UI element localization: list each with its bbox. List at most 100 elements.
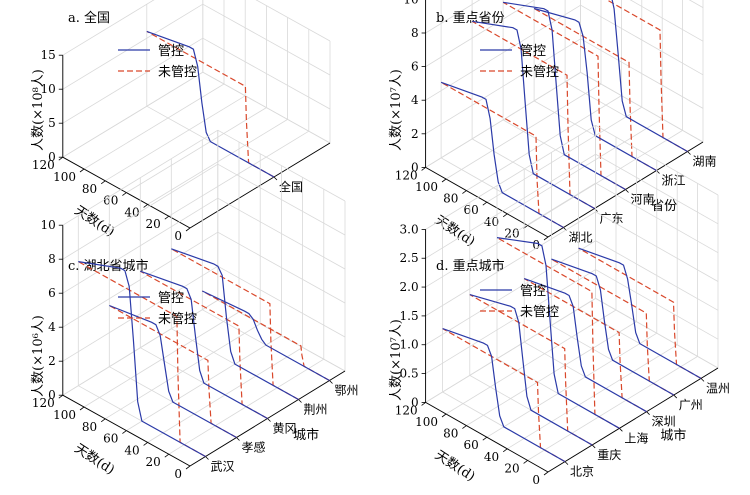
time-tick-label: 60 <box>103 194 118 208</box>
wall-gridline <box>62 0 155 56</box>
category-tick-label: 广东 <box>600 212 624 226</box>
chart-title: a. 全国 <box>68 10 110 26</box>
controlled-series-孝感 <box>109 304 237 439</box>
legend-label-controlled: 管控 <box>520 284 546 299</box>
z-tick-label: 4 <box>48 320 56 334</box>
floor-gridline <box>104 95 246 182</box>
legend-label-uncontrolled: 未管控 <box>158 65 197 80</box>
legend-label-controlled: 管控 <box>158 44 184 59</box>
wall-gridline <box>425 182 596 288</box>
time-tick-mark <box>164 215 170 220</box>
time-tick-label: 120 <box>395 403 418 417</box>
time-tick-mark <box>421 402 426 406</box>
wall-gridline <box>62 3 204 90</box>
time-tick-mark <box>185 227 191 232</box>
z-tick-label: 0 <box>411 395 419 409</box>
time-tick-label: 80 <box>443 192 458 206</box>
z-tick-label: 1.0 <box>400 338 419 352</box>
z-axis-title: 人数(×10⁷人) <box>389 319 404 401</box>
time-tick-label: 80 <box>443 427 458 441</box>
category-tick-label: 孝感 <box>242 440 266 455</box>
series <box>442 237 702 463</box>
time-tick-label: 20 <box>504 226 519 240</box>
legend-label-uncontrolled: 未管控 <box>520 305 559 320</box>
floor-gridline <box>486 332 658 438</box>
floor-gridline <box>83 83 225 170</box>
category-tick-label: 全国 <box>279 179 303 194</box>
z-tick-label: 3.0 <box>400 222 419 236</box>
time-tick-label: 20 <box>146 455 161 469</box>
floor-gridline <box>527 356 698 461</box>
category-tick-label: 湖北 <box>569 230 593 245</box>
controlled-series-全国 <box>146 30 275 178</box>
time-tick-mark <box>100 418 106 423</box>
time-tick-mark <box>58 156 64 161</box>
legend-label-controlled: 管控 <box>158 291 184 306</box>
time-tick-label: 80 <box>82 420 97 434</box>
chart-panel-1: 020406080100120051015全国天数(d)人数(×10⁸人)a. … <box>31 0 331 243</box>
category-tick-mark <box>591 444 596 449</box>
chart-panel-3: 0204060801001200246810武汉孝感黄冈荆州鄂州天数(d)城市人… <box>31 129 359 481</box>
uncontrolled-series-河南 <box>502 1 626 191</box>
time-tick-label: 60 <box>103 432 118 446</box>
time-tick-label: 100 <box>415 415 438 429</box>
floor-gridline <box>506 344 678 450</box>
category-tick-label: 广州 <box>679 398 703 412</box>
category-tick-label: 重庆 <box>597 448 621 462</box>
time-tick-label: 20 <box>146 217 161 231</box>
category-tick-mark <box>205 456 209 460</box>
category-tick-mark <box>273 176 278 181</box>
time-tick-label: 120 <box>32 158 55 172</box>
category-tick-mark <box>700 378 705 382</box>
z-tick-label: 1.5 <box>400 309 419 323</box>
z-tick-label: 2 <box>411 127 419 141</box>
category-tick-label: 温州 <box>706 381 730 395</box>
time-tick-mark <box>543 471 549 476</box>
controlled-series-广东 <box>472 20 595 210</box>
z-axis-title: 人数(×10⁸人) <box>31 69 46 151</box>
time-tick-label: 100 <box>53 170 76 184</box>
time-tick-mark <box>79 168 85 173</box>
z-tick-label: 6 <box>411 60 419 74</box>
time-tick-mark <box>502 448 508 453</box>
wall-gridline <box>62 71 204 158</box>
wall-gridline <box>425 153 596 259</box>
chart-title: b. 重点省份 <box>436 10 505 26</box>
z-axis-title: 人数(×10⁶人) <box>31 315 46 397</box>
time-tick-label: 80 <box>82 182 97 196</box>
time-tick-label: 40 <box>124 205 139 219</box>
floor-gridline <box>126 107 267 193</box>
controlled-series-深圳 <box>523 278 647 413</box>
controlled-series-河南 <box>503 1 626 191</box>
wall-gridline <box>425 269 596 374</box>
wall-gridline <box>62 37 204 124</box>
time-tick-mark <box>100 180 106 185</box>
y-axis-title: 城市 <box>660 428 686 444</box>
time-tick-mark <box>143 442 148 446</box>
legend-label-uncontrolled: 未管控 <box>520 65 559 80</box>
time-tick-mark <box>441 413 447 418</box>
wall-gridline <box>425 240 596 346</box>
category-tick-label: 武汉 <box>211 460 235 474</box>
floor-gridline <box>466 321 637 426</box>
time-tick-mark <box>482 436 488 441</box>
time-tick-label: 60 <box>464 203 479 217</box>
controlled-series-荆州 <box>171 248 299 401</box>
category-tick-label: 深圳 <box>652 415 676 429</box>
z-tick-label: 5 <box>48 116 56 130</box>
wall-gridline <box>425 125 596 230</box>
time-tick-mark <box>462 190 467 194</box>
floor-gridline <box>445 309 617 415</box>
legend-label-uncontrolled: 未管控 <box>158 312 197 327</box>
category-tick-label: 荆州 <box>304 403 328 417</box>
category-tick-mark <box>564 461 569 465</box>
time-tick-mark <box>58 394 64 399</box>
z-tick-label: 2.0 <box>400 280 419 294</box>
z-tick-label: 2 <box>48 354 56 368</box>
x-axis-title: 天数(d) <box>72 441 117 478</box>
x-axis-title: 天数(d) <box>432 213 477 250</box>
